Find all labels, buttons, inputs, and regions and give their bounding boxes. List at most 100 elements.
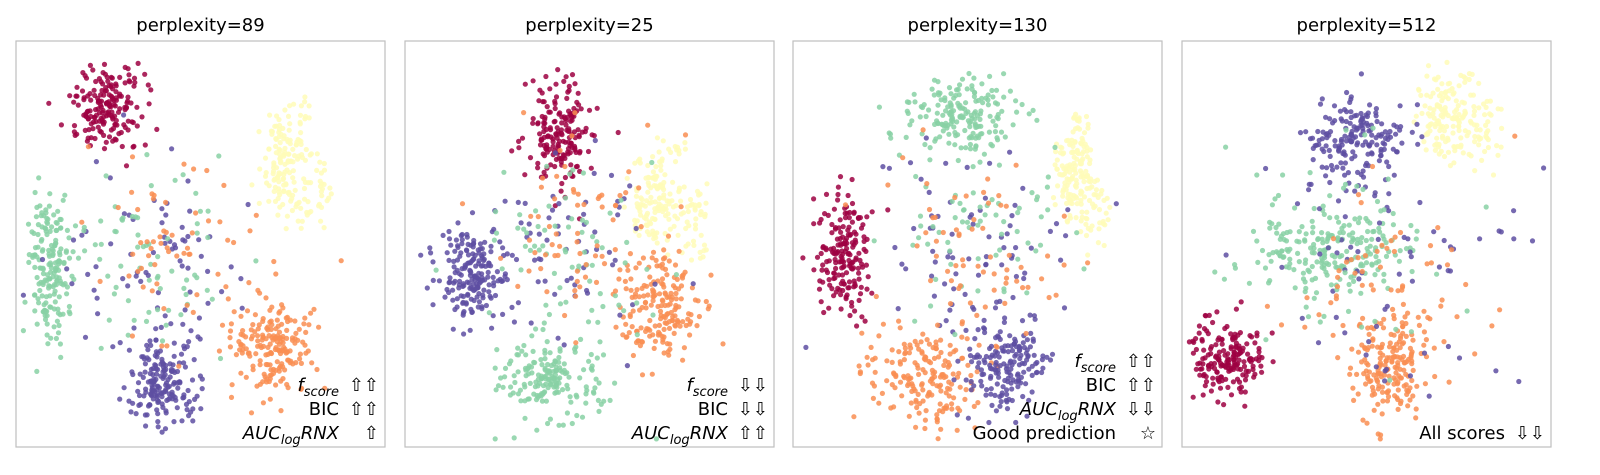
scatter-point <box>1347 365 1354 371</box>
scatter-point <box>694 323 700 329</box>
scatter-point <box>1332 260 1338 266</box>
score-arrow-icon: ☆ <box>1140 423 1156 444</box>
scatter-point <box>292 318 298 324</box>
scatter-point <box>1376 220 1383 226</box>
scatter-point <box>34 204 40 210</box>
scatter-point <box>1294 201 1301 207</box>
scatter-point <box>936 384 942 390</box>
scatter-point <box>559 132 565 138</box>
scatter-point <box>1476 136 1482 142</box>
scatter-point <box>308 151 314 157</box>
scatter-point <box>645 292 651 298</box>
scatter-point <box>1408 254 1414 260</box>
scatter-point <box>113 284 119 290</box>
scatter-point <box>138 240 144 246</box>
scatter-point <box>949 198 955 204</box>
scatter-point <box>644 266 650 272</box>
scatter-point <box>185 265 191 271</box>
scatter-point <box>588 351 594 358</box>
scatter-point <box>885 207 891 213</box>
scatter-point <box>664 237 670 243</box>
scatter-point <box>1213 342 1219 348</box>
scatter-point <box>63 248 69 254</box>
scatter-point <box>535 223 541 230</box>
scatter-point <box>999 262 1005 268</box>
scatter-point <box>1380 398 1386 404</box>
scatter-point <box>564 277 570 284</box>
scatter-point <box>1364 120 1370 126</box>
scatter-point <box>532 250 538 256</box>
scatter-point <box>94 295 100 301</box>
scatter-point <box>1256 358 1262 364</box>
score-arrow-icon: ⇩⇩ <box>738 375 768 396</box>
scatter-point <box>256 129 262 135</box>
scatter-point <box>563 122 569 128</box>
scatter-point <box>486 289 492 295</box>
scatter-point <box>974 369 980 375</box>
scatter-point <box>1410 337 1416 343</box>
scatter-point <box>546 203 552 209</box>
score-annotations: fscore ⇧⇧BIC ⇧⇧AUClogRNX ⇩⇩Good prediction ☆ <box>973 351 1156 444</box>
scatter-point <box>97 278 103 284</box>
scatter-point <box>673 296 679 302</box>
scatter-point <box>671 330 677 336</box>
scatter-point <box>1063 187 1069 193</box>
score-label: AUClogRNX <box>242 423 340 448</box>
scatter-point <box>490 274 496 280</box>
scatter-point <box>262 374 268 380</box>
scatter-point <box>992 367 998 373</box>
scatter-point <box>583 219 590 225</box>
scatter-point <box>589 262 595 268</box>
scatter-point <box>566 83 572 89</box>
scatter-point <box>1483 133 1489 139</box>
scatter-point <box>1340 322 1346 329</box>
scatter-point <box>682 132 689 138</box>
scatter-point <box>927 145 933 151</box>
scatter-point <box>1310 157 1316 163</box>
scatter-point <box>480 292 486 298</box>
scatter-point <box>1437 127 1443 134</box>
scatter-point <box>547 86 553 92</box>
scatter-point <box>174 253 180 259</box>
scatter-point <box>993 362 999 368</box>
scatter-point <box>1370 125 1376 131</box>
scatter-point <box>522 415 528 421</box>
scatter-point <box>260 379 266 385</box>
scatter-point <box>1021 369 1027 375</box>
scatter-point <box>1436 264 1442 270</box>
scatter-point <box>1218 360 1224 366</box>
scatter-point <box>643 305 649 311</box>
scatter-point <box>191 166 197 172</box>
scatter-point <box>591 133 597 139</box>
scatter-point <box>293 330 299 336</box>
scatter-point <box>653 235 659 241</box>
scatter-point <box>548 362 555 369</box>
scatter-point <box>204 287 210 293</box>
scatter-point <box>1081 130 1088 136</box>
scatter-point <box>1472 351 1478 357</box>
scatter-point <box>1196 323 1202 329</box>
scatter-point <box>575 90 581 96</box>
scatter-point <box>1105 217 1111 223</box>
scatter-point <box>935 120 941 127</box>
scatter-point <box>678 296 684 302</box>
scatter-point <box>72 223 79 229</box>
scatter-point <box>1225 384 1231 390</box>
scatter-point <box>1208 346 1214 352</box>
scatter-point <box>48 335 54 341</box>
scatter-point <box>969 359 975 365</box>
scatter-point <box>1374 248 1380 254</box>
scatter-point <box>826 305 832 311</box>
scatter-point <box>943 160 949 166</box>
scatter-point <box>148 87 154 93</box>
scatter-point <box>596 408 602 414</box>
scatter-point <box>1424 73 1430 79</box>
scatter-point <box>1374 118 1380 125</box>
scatter-point <box>594 105 600 111</box>
scatter-point <box>532 243 538 249</box>
scatter-point <box>536 98 542 104</box>
scatter-point <box>951 377 957 383</box>
scatter-point <box>257 362 263 368</box>
scatter-point <box>678 204 684 210</box>
